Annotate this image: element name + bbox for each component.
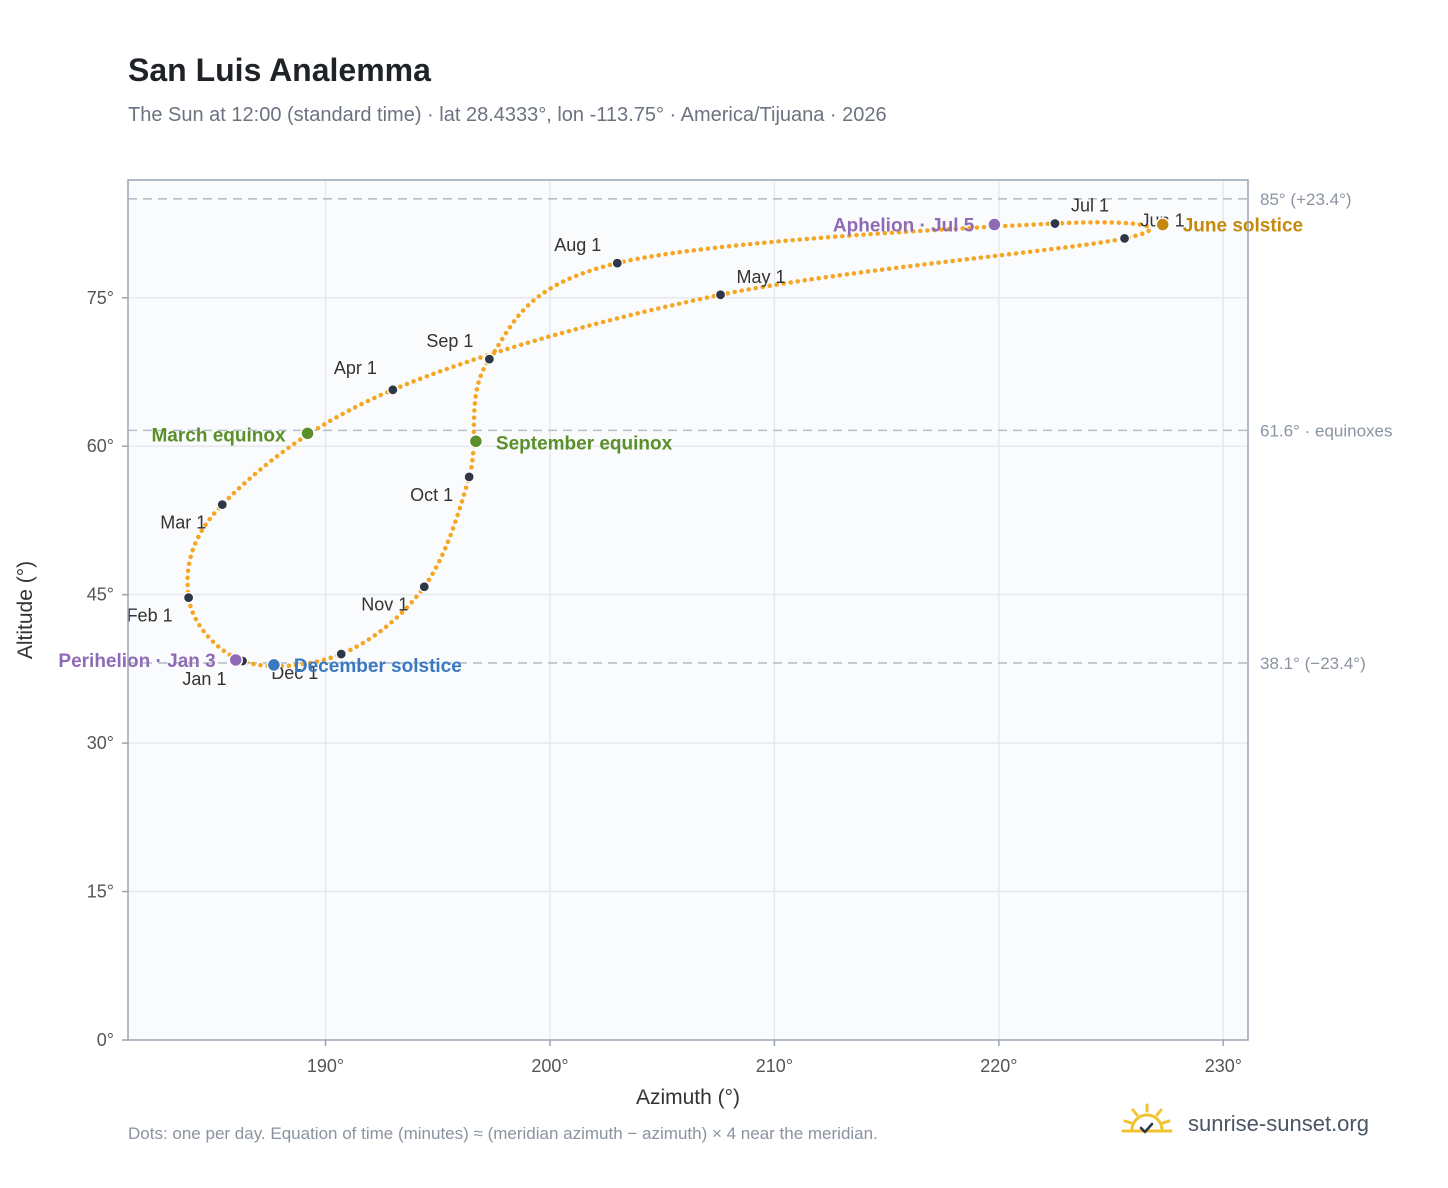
event-marker: [266, 657, 282, 673]
brand-name: sunrise-sunset.org: [1188, 1111, 1369, 1136]
event-label: Aphelion · Jul 5: [833, 216, 975, 237]
month-label: Jul 1: [1071, 196, 1109, 216]
plot-area: [128, 180, 1248, 1040]
month-marker: [714, 289, 727, 301]
month-marker: [611, 257, 623, 269]
x-tick-label: 210°: [756, 1056, 793, 1076]
month-marker: [1049, 217, 1061, 230]
event-label: March equinox: [151, 425, 286, 446]
y-tick-label: 45°: [87, 585, 114, 605]
month-label: Jan 1: [182, 669, 226, 689]
sun-logo-icon: [1121, 1103, 1173, 1134]
reference-line-label: 85° (+23.4°): [1260, 190, 1352, 209]
month-label: Sep 1: [426, 331, 473, 351]
analemma-path: [185, 220, 1153, 669]
chart-subtitle: The Sun at 12:00 (standard time) · lat 2…: [128, 104, 887, 126]
axis-ticks: 190° 200° 210° 220° 230° 0° 15° 30° 45° 60° 75°: [87, 288, 1242, 1076]
event-label: September equinox: [496, 433, 673, 454]
analemma-daily-dots: [185, 220, 1153, 669]
month-marker: [483, 353, 495, 365]
plot-border: [127, 179, 1249, 1041]
month-label: Feb 1: [127, 606, 173, 626]
x-tick-label: 190°: [307, 1056, 344, 1076]
event-label: Perihelion · Jan 3: [58, 651, 215, 672]
event-marker: [468, 434, 484, 449]
event-marker: [1155, 217, 1170, 232]
event-markers: March equinox September equinox Perihelion…: [58, 216, 1303, 677]
event-label: June solstice: [1183, 216, 1303, 237]
reference-line-label: 61.6° · equinoxes: [1260, 421, 1393, 440]
month-marker: [1118, 232, 1131, 244]
footnote: Dots: one per day. Equation of time (min…: [128, 1124, 878, 1143]
y-tick-label: 75°: [87, 288, 114, 308]
month-marker: [418, 581, 430, 593]
x-tick-label: 220°: [980, 1056, 1017, 1076]
month-label: Oct 1: [410, 485, 453, 505]
month-marker: [216, 499, 228, 511]
month-label: Nov 1: [361, 595, 408, 615]
event-marker: [987, 217, 1002, 232]
brand[interactable]: sunrise-sunset.org: [1120, 1102, 1369, 1146]
month-label: Dec 1: [271, 663, 318, 683]
month-marker: [387, 384, 399, 396]
month-label: May 1: [737, 267, 786, 287]
month-marker: [183, 592, 195, 604]
event-marker: [300, 426, 315, 441]
y-tick-label: 30°: [87, 733, 114, 753]
reference-line-label: 38.1° (−23.4°): [1260, 654, 1366, 673]
grid-lines: [128, 180, 1248, 1040]
y-axis-title: Altitude (°): [14, 561, 37, 659]
month-label: Aug 1: [554, 235, 601, 255]
x-tick-label: 200°: [531, 1056, 568, 1076]
y-tick-label: 15°: [87, 882, 114, 902]
x-tick-label: 230°: [1205, 1056, 1242, 1076]
y-tick-label: 0°: [97, 1030, 114, 1050]
event-label: December solstice: [294, 656, 462, 677]
reference-lines: 85° (+23.4°) 61.6° · equinoxes 38.1° (−23.…: [128, 190, 1393, 673]
chart-title: San Luis Analemma: [128, 52, 431, 88]
y-tick-label: 60°: [87, 436, 114, 456]
month-marker: [463, 471, 475, 483]
event-marker: [228, 652, 243, 668]
month-marker: [335, 648, 347, 660]
month-label: Mar 1: [160, 513, 206, 533]
x-axis-title: Azimuth (°): [636, 1086, 740, 1109]
month-label: Apr 1: [334, 358, 377, 378]
